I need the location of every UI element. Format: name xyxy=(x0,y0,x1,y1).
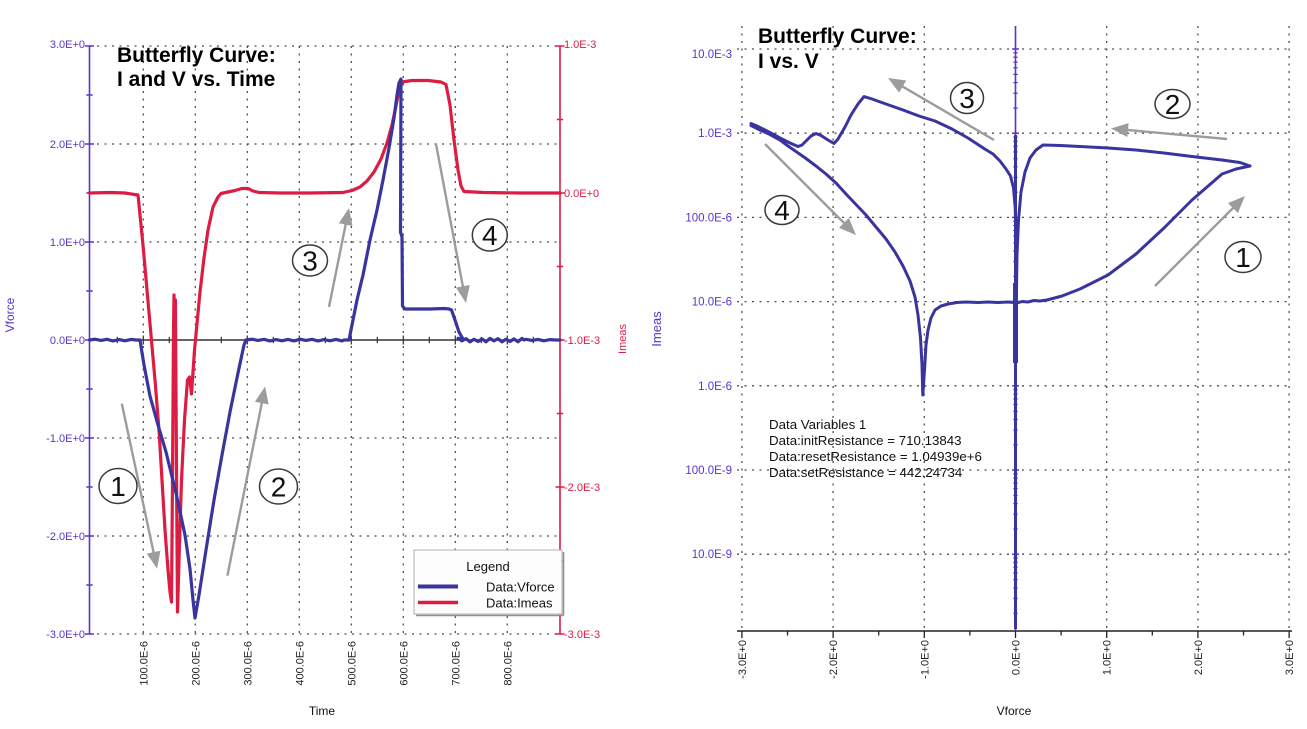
svg-text:Imeas: Imeas xyxy=(617,324,629,354)
svg-text:Butterfly Curve:: Butterfly Curve: xyxy=(758,25,917,48)
svg-text:I vs. V: I vs. V xyxy=(758,50,819,73)
svg-text:0.0E+0: 0.0E+0 xyxy=(50,335,85,347)
svg-text:500.0E-6: 500.0E-6 xyxy=(346,641,358,686)
svg-text:100.0E-9: 100.0E-9 xyxy=(685,465,732,477)
svg-text:10.0E-9: 10.0E-9 xyxy=(692,549,732,561)
svg-text:-2.0E+0: -2.0E+0 xyxy=(828,640,840,679)
svg-text:0.0E+0: 0.0E+0 xyxy=(564,188,599,200)
svg-text:-1.0E-3: -1.0E-3 xyxy=(564,335,600,347)
svg-text:4: 4 xyxy=(774,195,790,226)
svg-text:-3.0E+0: -3.0E+0 xyxy=(737,640,749,679)
svg-text:3: 3 xyxy=(959,83,975,114)
svg-text:1: 1 xyxy=(1235,242,1251,273)
svg-text:Data Variables 1: Data Variables 1 xyxy=(769,417,866,432)
svg-text:600.0E-6: 600.0E-6 xyxy=(398,641,410,686)
svg-text:-1.0E+0: -1.0E+0 xyxy=(919,640,931,679)
svg-text:-2.0E+0: -2.0E+0 xyxy=(46,531,85,543)
svg-text:2: 2 xyxy=(1165,89,1181,120)
svg-text:-3.0E-3: -3.0E-3 xyxy=(564,629,600,641)
svg-text:0.0E+0: 0.0E+0 xyxy=(1011,640,1023,675)
svg-text:400.0E-6: 400.0E-6 xyxy=(294,641,306,686)
svg-text:800.0E-6: 800.0E-6 xyxy=(502,641,514,686)
svg-text:Data:Vforce: Data:Vforce xyxy=(486,580,555,595)
svg-text:Data:initResistance = 710.1384: Data:initResistance = 710.13843 xyxy=(769,433,962,448)
svg-text:1.0E-6: 1.0E-6 xyxy=(698,381,732,393)
svg-text:Vforce: Vforce xyxy=(997,704,1032,718)
svg-text:1.0E-3: 1.0E-3 xyxy=(698,128,732,140)
svg-text:3.0E+0: 3.0E+0 xyxy=(50,39,85,51)
svg-text:2.0E+0: 2.0E+0 xyxy=(1193,640,1205,675)
svg-text:I and V vs. Time: I and V vs. Time xyxy=(117,68,275,91)
svg-text:10.0E-3: 10.0E-3 xyxy=(692,49,732,61)
svg-text:1.0E-3: 1.0E-3 xyxy=(564,39,596,51)
svg-text:700.0E-6: 700.0E-6 xyxy=(450,641,462,686)
svg-text:-2.0E-3: -2.0E-3 xyxy=(564,482,600,494)
svg-text:Legend: Legend xyxy=(466,559,509,574)
svg-text:Vforce: Vforce xyxy=(3,297,17,332)
svg-text:4: 4 xyxy=(482,220,498,251)
svg-text:Time: Time xyxy=(309,704,336,718)
svg-text:3: 3 xyxy=(302,246,318,277)
svg-text:1.0E+0: 1.0E+0 xyxy=(1102,640,1114,675)
svg-text:1: 1 xyxy=(110,471,126,502)
svg-text:Data:resetResistance = 1.04939: Data:resetResistance = 1.04939e+6 xyxy=(769,449,982,464)
svg-text:100.0E-6: 100.0E-6 xyxy=(138,641,150,686)
svg-text:2: 2 xyxy=(271,472,287,503)
svg-text:Imeas: Imeas xyxy=(649,311,664,347)
svg-text:10.0E-6: 10.0E-6 xyxy=(692,297,732,309)
svg-text:-1.0E+0: -1.0E+0 xyxy=(46,433,85,445)
svg-text:-3.0E+0: -3.0E+0 xyxy=(46,629,85,641)
svg-text:Butterfly Curve:: Butterfly Curve: xyxy=(117,44,276,67)
svg-text:Data:Imeas: Data:Imeas xyxy=(486,596,553,611)
svg-text:200.0E-6: 200.0E-6 xyxy=(190,641,202,686)
svg-text:300.0E-6: 300.0E-6 xyxy=(242,641,254,686)
svg-text:100.0E-6: 100.0E-6 xyxy=(685,212,732,224)
svg-text:1.0E+0: 1.0E+0 xyxy=(50,237,85,249)
svg-text:Data:setResistance = 442.24734: Data:setResistance = 442.24734 xyxy=(769,465,962,480)
svg-text:3.0E+0: 3.0E+0 xyxy=(1284,640,1296,675)
svg-text:2.0E+0: 2.0E+0 xyxy=(50,139,85,151)
